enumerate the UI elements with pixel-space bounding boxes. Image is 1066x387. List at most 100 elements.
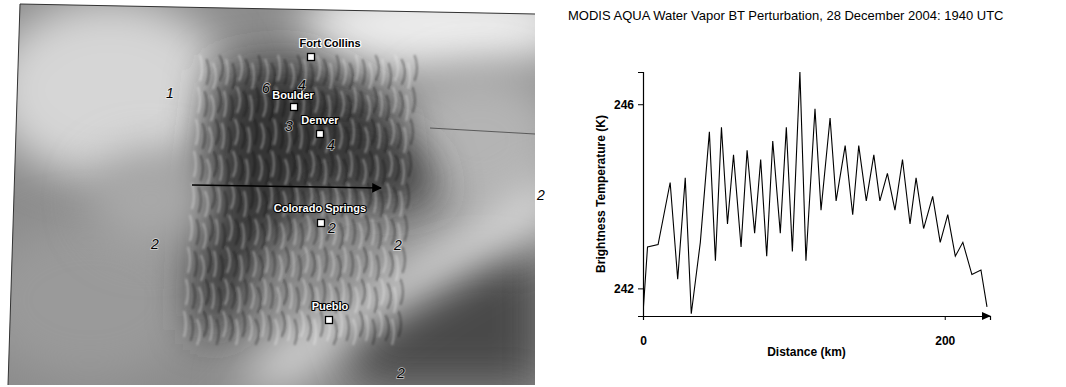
wave-crest (381, 191, 384, 217)
wave-crest (253, 251, 256, 277)
wave-crest (362, 279, 366, 305)
wave-crest (340, 311, 342, 337)
wave-crest (349, 283, 352, 309)
wave-crest (367, 95, 370, 121)
wave-crest (233, 63, 236, 89)
wave-crest (366, 315, 368, 341)
wave-crest (218, 187, 220, 213)
y-axis: 242246 (614, 73, 644, 317)
wave-crest (374, 87, 378, 113)
city-marker (308, 54, 315, 61)
wave-crest (236, 319, 238, 345)
wave-crest (314, 219, 318, 245)
wave-crest (407, 183, 410, 209)
wave-crest (340, 223, 344, 249)
tick-label: 200 (935, 334, 955, 348)
wave-crest (301, 311, 304, 337)
wave-crest (300, 123, 302, 149)
wave-crest (240, 155, 244, 181)
city-label: Colorado Springs (274, 202, 366, 214)
wave-crest (229, 215, 232, 241)
wave-crest (256, 319, 260, 345)
wave-crest (344, 159, 348, 185)
wave-crest (251, 183, 254, 209)
city-marker (317, 131, 324, 138)
wave-crest (231, 95, 234, 121)
wave-crest (353, 219, 356, 245)
wave-crest (331, 251, 334, 277)
wave-crest (343, 59, 346, 85)
region-label: 6 (262, 80, 270, 96)
wave-crest (374, 187, 376, 213)
wave-crest (344, 247, 346, 273)
wave-crest (396, 255, 398, 281)
wave-crest (321, 311, 324, 337)
wave-crest (359, 223, 362, 249)
wave-crest (194, 151, 196, 177)
wave-crest (212, 183, 216, 209)
wave-crest (279, 255, 282, 281)
wave-crest (274, 119, 276, 145)
wave-crest (281, 123, 284, 149)
city-label: Denver (301, 114, 339, 126)
wave-crest (356, 55, 358, 81)
wave-crest (271, 283, 274, 309)
wave-crest (298, 155, 300, 181)
wave-crest (325, 247, 328, 273)
wave-crest (240, 255, 242, 281)
wave-crest (225, 279, 228, 305)
wave-crest (391, 119, 394, 145)
wave-crest (312, 251, 316, 277)
wave-crest (209, 127, 212, 153)
wave-crest (210, 215, 214, 241)
wave-crest (201, 255, 204, 281)
tick: 246 (614, 98, 643, 112)
region-label: 1 (166, 85, 174, 101)
wave-crest (205, 91, 208, 117)
wave-crest (269, 315, 272, 341)
wave-crest (380, 91, 382, 117)
wave-crest (402, 59, 406, 85)
wave-crest (375, 287, 378, 313)
wave-crest (233, 151, 236, 177)
wave-crest (264, 191, 268, 217)
wave-crest (383, 159, 386, 185)
wave-crest (246, 59, 250, 85)
wave-crest (266, 247, 268, 273)
city-label: Fort Collins (299, 37, 360, 49)
wave-crest (221, 255, 224, 281)
wave-crest (341, 91, 344, 117)
wave-crest (214, 151, 218, 177)
wave-crest (369, 63, 372, 89)
wave-crest (220, 155, 222, 181)
wave-crest (353, 319, 356, 345)
wave-crest (346, 215, 348, 241)
wave-crest (257, 87, 260, 113)
wave-crest (403, 247, 406, 273)
wave-crest (400, 191, 402, 217)
wave-crest (363, 159, 366, 185)
wave-crest (245, 279, 248, 305)
satellite-image (0, 0, 580, 387)
wave-crest (338, 255, 342, 281)
wave-crest (261, 123, 264, 149)
wave-crest (294, 219, 296, 245)
wave-crest (402, 159, 404, 185)
wave-crest (292, 151, 296, 177)
wave-crest (198, 87, 200, 113)
wave-crest (376, 55, 380, 81)
city-label: Boulder (272, 89, 314, 101)
wave-crest (232, 283, 236, 309)
wave-crest (242, 123, 246, 149)
wave-crest (260, 255, 264, 281)
city-label: Pueblo (312, 300, 349, 312)
region-label: 4 (327, 137, 335, 153)
wave-crest (396, 155, 400, 181)
wave-crest (212, 283, 214, 309)
wave-crest (346, 127, 350, 153)
region-label: 2 (393, 237, 402, 253)
wave-crest (359, 123, 362, 149)
wave-crest (373, 319, 376, 345)
wave-crest (191, 315, 194, 341)
wave-crest (291, 63, 294, 89)
